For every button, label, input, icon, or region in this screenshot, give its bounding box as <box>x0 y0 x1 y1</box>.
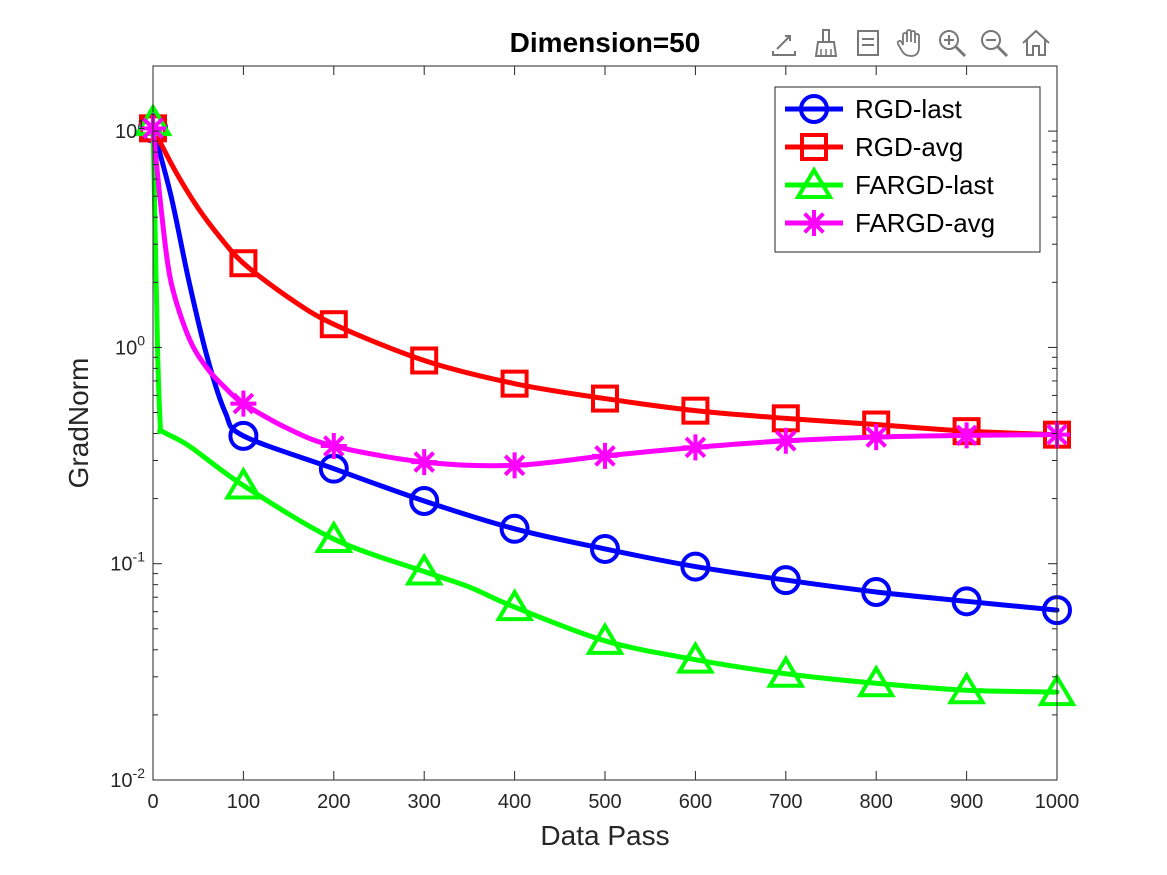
legend-label: FARGD-last <box>855 170 994 200</box>
data-point-marker <box>682 434 709 461</box>
tick-layer: 0 100 200 300 400 500 600 700 800 900 100010-210-1… <box>110 65 1080 813</box>
zoom-out-icon[interactable] <box>974 24 1014 62</box>
data-point-marker <box>675 640 715 674</box>
data-point-marker <box>404 552 444 586</box>
y-tick-base: 10 <box>115 337 137 359</box>
data-point-marker <box>766 654 806 688</box>
y-tick-base: 10 <box>115 121 137 143</box>
home-icon[interactable] <box>1016 24 1056 62</box>
data-point-marker <box>223 466 263 500</box>
y-axis-label: GradNorm <box>63 358 94 489</box>
x-tick-label: 0 <box>147 791 158 813</box>
data-point-marker <box>411 449 438 476</box>
y-tick-exponent: -2 <box>133 765 146 781</box>
export-icon[interactable] <box>764 24 804 62</box>
series-line <box>150 125 1060 613</box>
x-tick-label: 900 <box>950 791 983 813</box>
x-tick-label: 500 <box>588 791 621 813</box>
chart-title: Dimension=50 <box>510 27 701 58</box>
y-tick-base: 10 <box>110 554 132 576</box>
data-point-marker <box>500 369 529 398</box>
legend-label: RGD-last <box>855 94 963 124</box>
data-point-marker <box>592 442 618 469</box>
legend-entry: RGD-avg <box>785 132 963 162</box>
datatip-icon[interactable] <box>848 24 888 62</box>
data-point-marker <box>585 621 625 655</box>
legend-marker <box>794 166 834 199</box>
x-tick-label: 700 <box>769 791 802 813</box>
x-tick-label: 400 <box>498 791 531 813</box>
data-point-marker <box>409 485 440 516</box>
x-tick-label: 800 <box>860 791 893 813</box>
y-tick-exponent: 1 <box>137 116 145 132</box>
legend: RGD-last RGD-avg FARGD-last FARGD-avg <box>774 86 1041 253</box>
data-point-marker <box>319 310 348 339</box>
x-tick-label: 1000 <box>1035 791 1080 813</box>
series-line <box>150 119 1060 695</box>
y-tick-base: 10 <box>110 770 132 792</box>
legend-label: FARGD-avg <box>855 208 995 238</box>
data-point-marker <box>861 576 892 607</box>
series-line <box>150 125 1060 469</box>
legend-entry: FARGD-last <box>785 166 994 200</box>
x-tick-label: 300 <box>408 791 441 813</box>
y-tick-label: 10-2 <box>110 765 145 792</box>
y-tick-label: 100 <box>115 332 145 359</box>
data-point-marker <box>229 249 258 278</box>
y-tick-label: 101 <box>115 116 145 143</box>
data-point-marker <box>590 533 620 564</box>
data-point-marker <box>856 664 896 698</box>
series-rgd-last <box>138 113 1072 626</box>
data-point-marker <box>681 396 710 425</box>
data-point-marker <box>591 384 619 413</box>
legend-entry: FARGD-avg <box>785 208 995 238</box>
zoom-in-icon[interactable] <box>932 24 972 62</box>
x-tick-label: 200 <box>317 791 350 813</box>
data-point-marker <box>953 422 980 449</box>
x-tick-label: 100 <box>227 791 260 813</box>
series-line <box>150 125 1060 438</box>
y-tick-exponent: -1 <box>133 549 146 565</box>
data-point-marker <box>228 420 259 451</box>
data-point-marker <box>230 390 257 417</box>
x-tick-label: 600 <box>679 791 712 813</box>
data-point-marker <box>320 433 347 460</box>
legend-label: RGD-avg <box>855 132 963 162</box>
x-axis-label: Data Pass <box>540 820 669 851</box>
legend-marker <box>800 133 828 161</box>
data-point-marker <box>680 551 711 582</box>
data-point-marker <box>410 346 439 375</box>
data-point-marker <box>501 452 528 479</box>
pan-icon[interactable] <box>890 24 930 62</box>
data-point-marker <box>947 671 987 705</box>
axes-toolbar <box>764 24 1056 62</box>
data-point-marker <box>495 588 535 622</box>
legend-box <box>774 86 1041 253</box>
data-point-marker <box>314 520 354 554</box>
y-tick-label: 10-1 <box>110 549 145 576</box>
data-point-marker <box>770 565 801 596</box>
data-point-marker <box>499 513 530 544</box>
data-point-marker <box>772 427 799 454</box>
data-point-marker <box>863 424 890 451</box>
data-point-marker <box>951 586 982 617</box>
legend-marker <box>799 94 829 124</box>
y-tick-exponent: 0 <box>137 332 145 348</box>
brush-icon[interactable] <box>806 24 846 62</box>
legend-marker <box>801 210 827 236</box>
legend-entry: RGD-last <box>785 94 963 124</box>
